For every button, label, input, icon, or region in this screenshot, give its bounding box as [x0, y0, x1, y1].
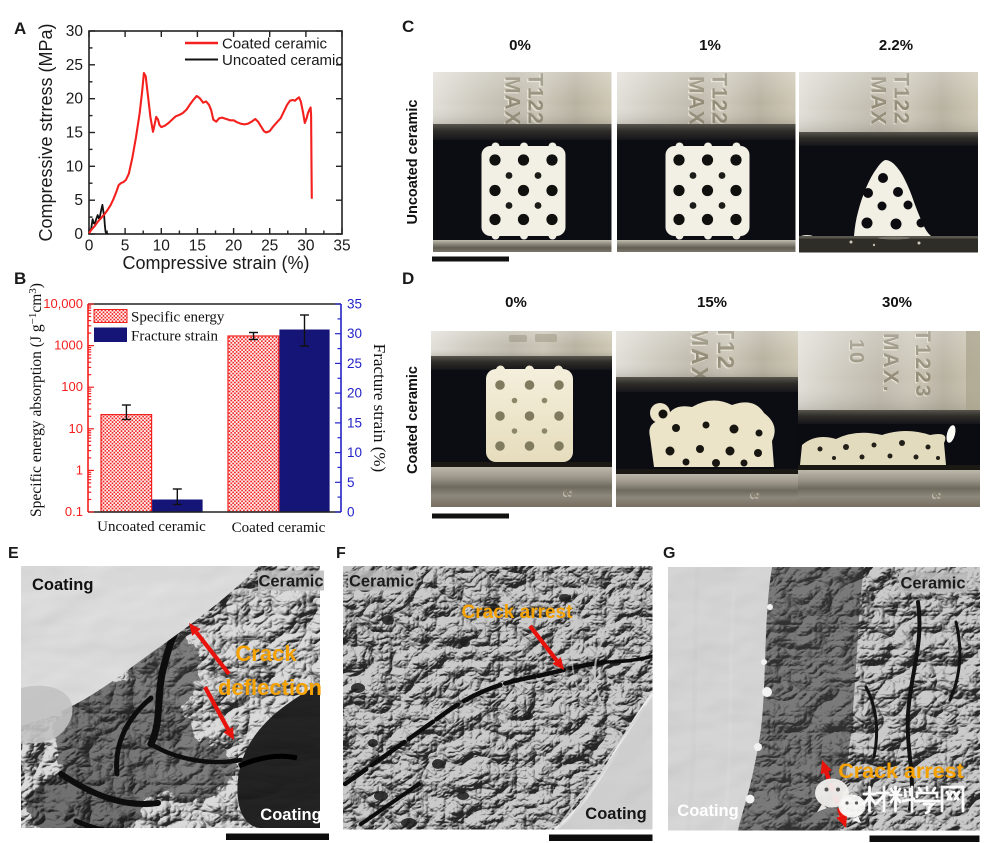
svg-text:1: 1: [76, 462, 83, 477]
svg-text:10: 10: [347, 445, 362, 460]
svg-text:10: 10: [69, 421, 83, 436]
svg-text:Fracture strain: Fracture strain: [131, 329, 219, 345]
svg-text:Crack: Crack: [235, 641, 297, 666]
svg-text:20: 20: [225, 238, 243, 255]
svg-text:35: 35: [347, 297, 362, 312]
svg-text:5: 5: [121, 238, 130, 255]
svg-text:C: C: [402, 17, 414, 36]
svg-text:Compressive strress (MPa): Compressive strress (MPa): [36, 23, 56, 241]
svg-text:0: 0: [74, 226, 83, 243]
svg-text:Compressive strain (%): Compressive strain (%): [122, 253, 309, 273]
svg-text:Coated ceramic: Coated ceramic: [222, 36, 328, 53]
svg-text:0: 0: [85, 238, 94, 255]
svg-text:1000: 1000: [54, 338, 83, 353]
svg-text:0.1: 0.1: [65, 504, 83, 519]
svg-text:Ceramic: Ceramic: [900, 575, 965, 593]
svg-text:Crack arrest: Crack arrest: [462, 602, 574, 623]
svg-text:E: E: [8, 545, 19, 562]
svg-text:5: 5: [347, 475, 355, 490]
svg-text:5: 5: [74, 192, 83, 209]
svg-text:10: 10: [153, 238, 171, 255]
svg-text:1%: 1%: [699, 37, 721, 54]
svg-text:F: F: [336, 545, 346, 562]
svg-text:30: 30: [66, 23, 84, 40]
svg-text:Crack arrest: Crack arrest: [838, 759, 964, 783]
svg-text:Fracture strain (%): Fracture strain (%): [370, 344, 389, 472]
svg-text:3: 3: [747, 492, 762, 501]
svg-text:Coating: Coating: [677, 802, 738, 820]
svg-text:Specific energy: Specific energy: [131, 310, 225, 326]
svg-text:30: 30: [347, 326, 362, 341]
svg-text:Specific energy absorption (J: Specific energy absorption (J g−1cm3): [27, 283, 45, 517]
svg-text:20: 20: [347, 386, 362, 401]
svg-text:3: 3: [560, 490, 575, 499]
svg-text:10: 10: [66, 158, 84, 175]
svg-text:15: 15: [347, 415, 362, 430]
svg-text:Ceramic: Ceramic: [258, 573, 323, 591]
svg-text:100: 100: [61, 379, 83, 394]
svg-text:30%: 30%: [882, 294, 912, 311]
svg-text:0%: 0%: [505, 294, 527, 311]
svg-text:35: 35: [333, 238, 350, 255]
svg-text:3: 3: [561, 489, 576, 498]
svg-text:20: 20: [66, 91, 84, 108]
svg-text:Coated ceramic: Coated ceramic: [405, 366, 421, 474]
svg-text:A: A: [14, 19, 26, 38]
svg-text:3: 3: [748, 491, 763, 500]
svg-text:Coating: Coating: [260, 806, 321, 824]
svg-text:Ceramic: Ceramic: [349, 573, 414, 591]
svg-text:deflection: deflection: [218, 675, 322, 700]
svg-text:Uncoated ceramic: Uncoated ceramic: [97, 519, 206, 535]
svg-text:D: D: [402, 269, 414, 288]
svg-text:30: 30: [297, 238, 315, 255]
svg-text:3: 3: [930, 491, 945, 500]
svg-text:B: B: [14, 269, 26, 288]
svg-text:25: 25: [347, 356, 362, 371]
svg-text:Coated ceramic: Coated ceramic: [232, 520, 326, 536]
svg-text:Uncoated ceramic: Uncoated ceramic: [405, 100, 421, 225]
svg-text:15: 15: [66, 125, 83, 142]
svg-text:0%: 0%: [509, 37, 531, 54]
svg-text:Coating: Coating: [585, 805, 646, 823]
svg-text:G: G: [663, 545, 675, 562]
svg-text:3: 3: [929, 492, 944, 501]
svg-text:10,000: 10,000: [43, 296, 83, 311]
svg-text:2.2%: 2.2%: [879, 37, 913, 54]
svg-text:25: 25: [261, 238, 278, 255]
svg-text:Uncoated ceramic: Uncoated ceramic: [222, 52, 343, 69]
svg-text:25: 25: [66, 57, 83, 74]
svg-text:0: 0: [347, 505, 355, 520]
svg-text:15%: 15%: [697, 294, 727, 311]
svg-text:Coating: Coating: [32, 576, 93, 594]
svg-text:15: 15: [189, 238, 206, 255]
